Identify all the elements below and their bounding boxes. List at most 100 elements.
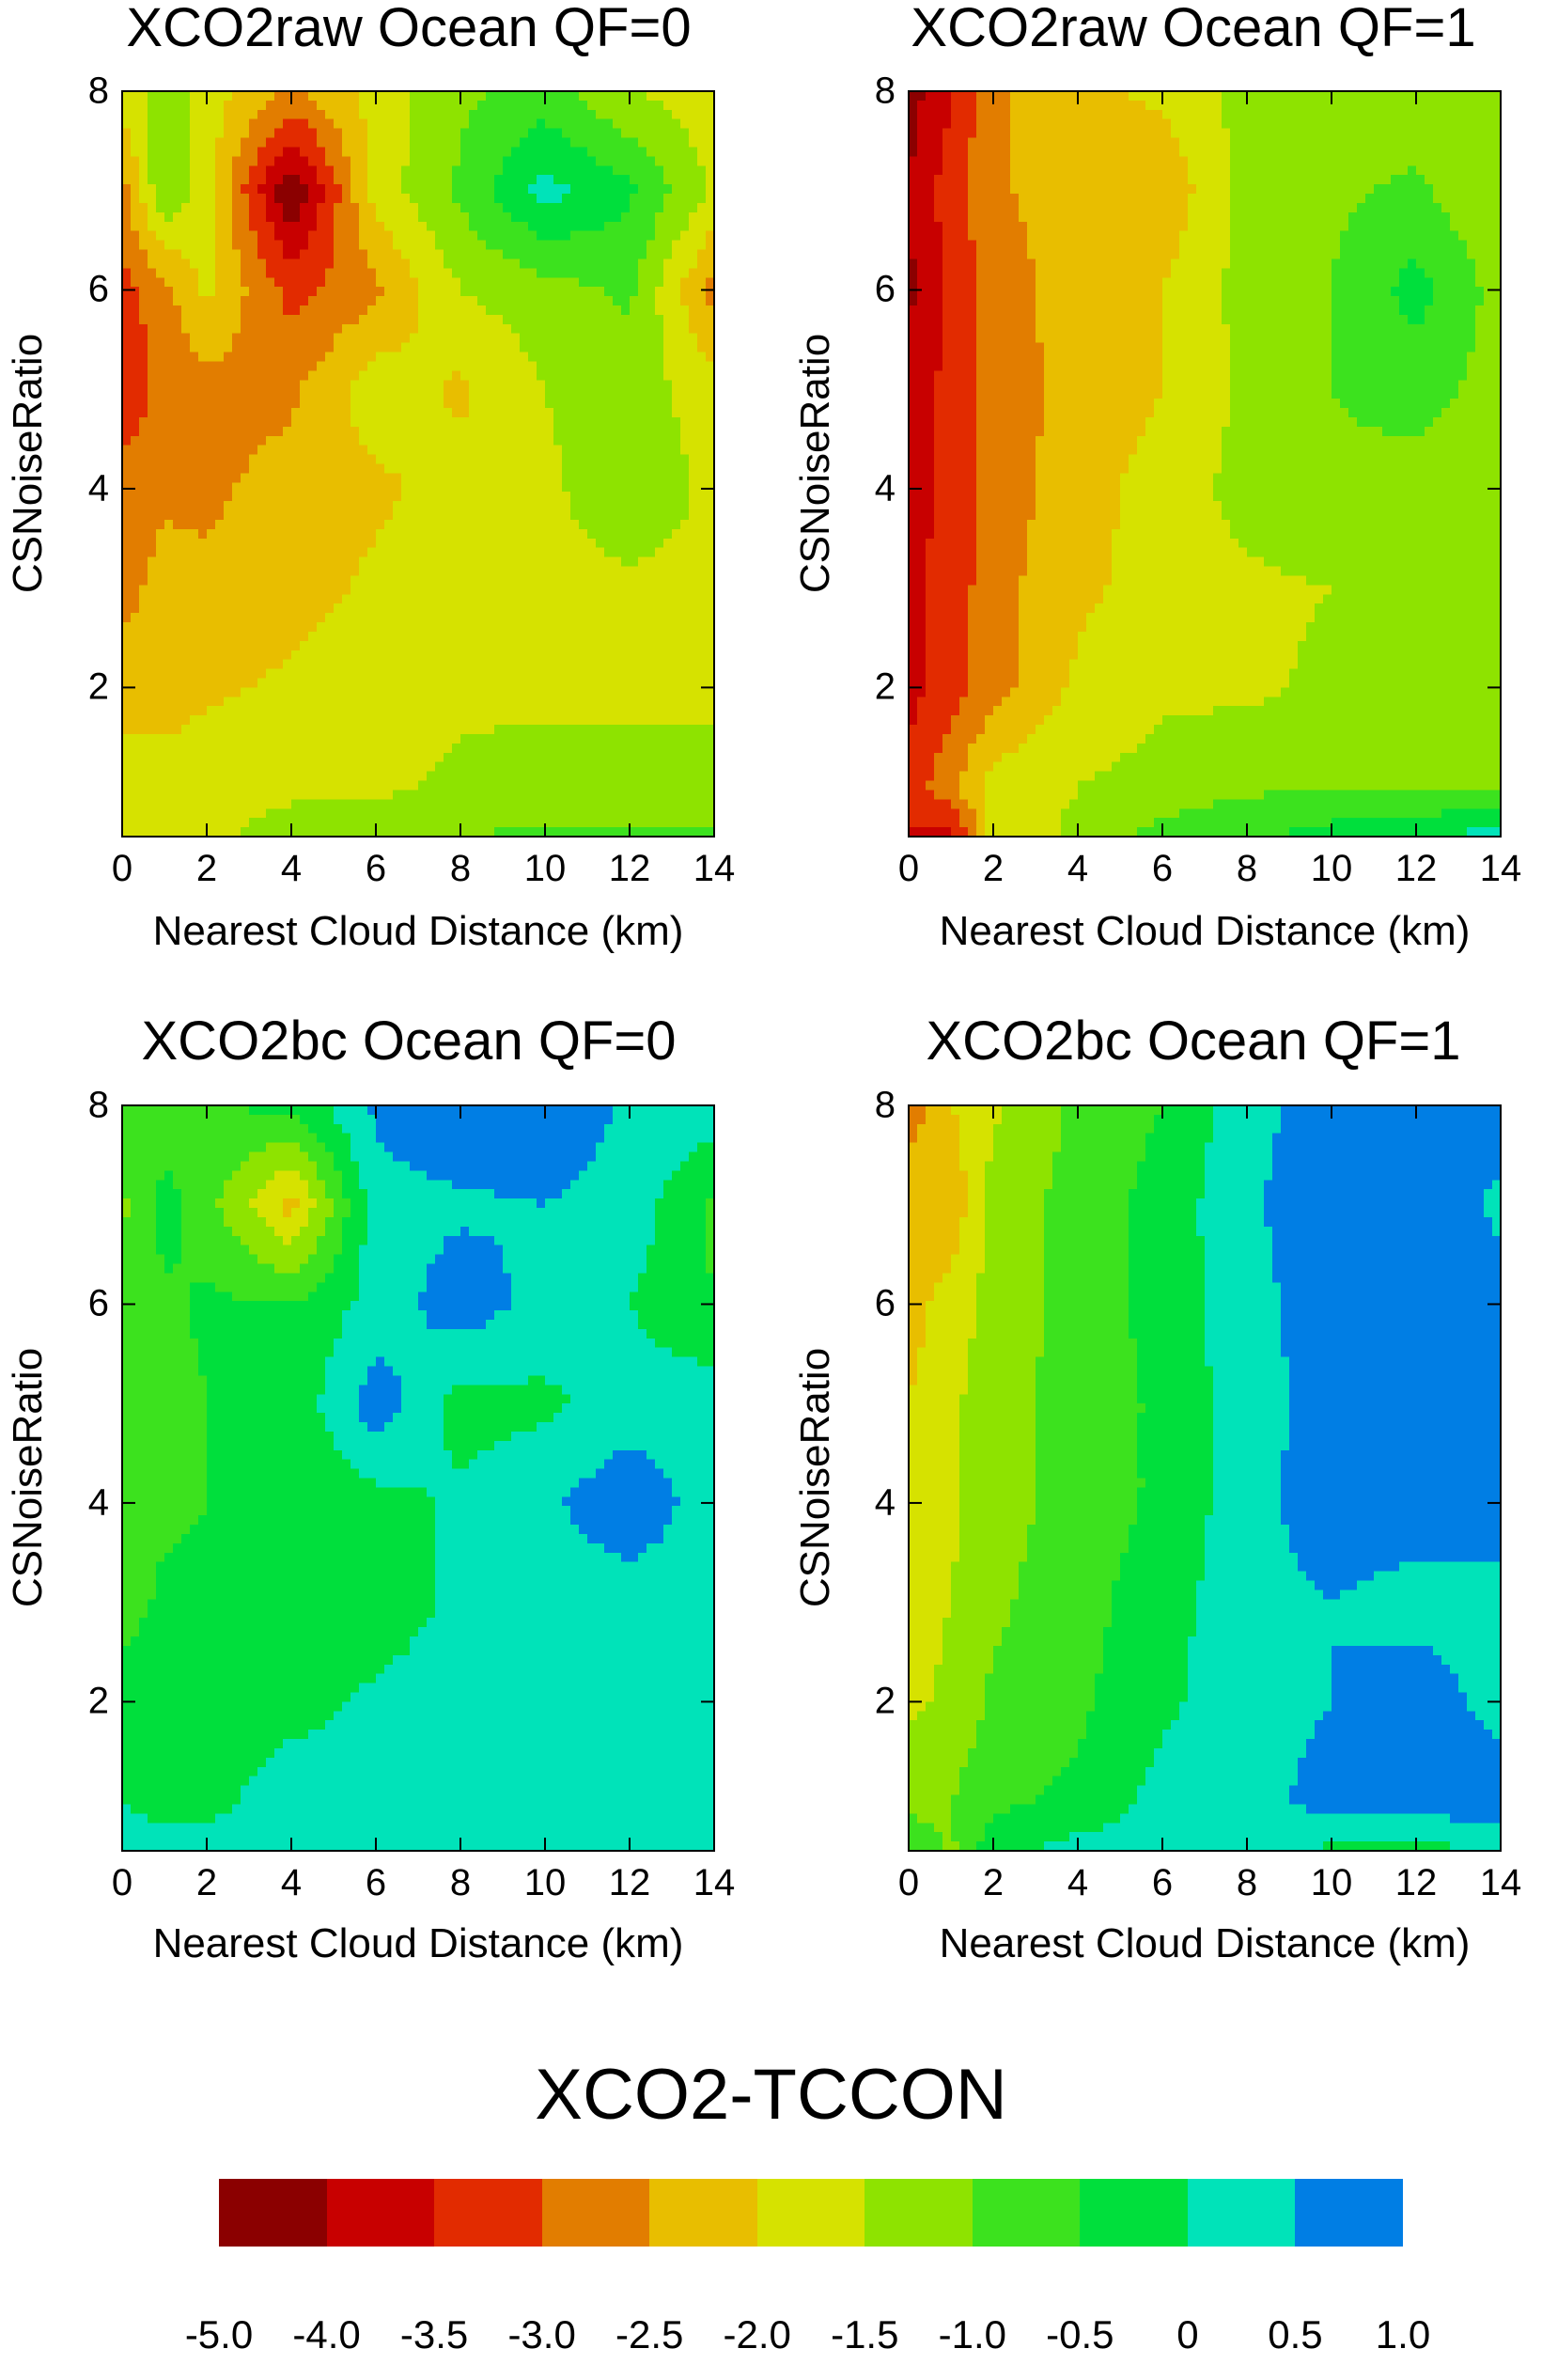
contour-cell (164, 277, 174, 288)
contour-cell (604, 706, 614, 716)
contour-cell (334, 668, 343, 680)
contour-cell (435, 640, 444, 651)
contour-cell (427, 426, 436, 437)
contour-cell (156, 118, 165, 130)
contour-cell (266, 435, 275, 446)
contour-cell (579, 268, 588, 278)
contour-cell (367, 492, 377, 502)
contour-cell (274, 137, 284, 149)
contour-cell (317, 258, 326, 269)
contour-cell (562, 109, 571, 120)
contour-cell (224, 416, 233, 428)
contour-cell (638, 137, 647, 149)
contour-cell (545, 128, 554, 139)
contour-cell (384, 492, 394, 502)
contour-cell (283, 91, 292, 102)
contour-cell (570, 659, 580, 670)
contour-cell (283, 426, 292, 437)
contour-cell (579, 473, 588, 483)
contour-cell (621, 147, 631, 157)
contour-cell (545, 184, 554, 195)
contour-cell (308, 613, 318, 623)
contour-cell (680, 426, 690, 437)
contour-cell (537, 547, 546, 558)
contour-cell (697, 556, 707, 568)
contour-cell (266, 743, 275, 754)
contour-cell (486, 100, 495, 111)
contour-cell (384, 240, 394, 251)
contour-cell (613, 333, 622, 344)
contour-cell (630, 659, 639, 670)
contour-cell (367, 697, 377, 707)
contour-cell (122, 668, 132, 680)
contour-cell (342, 268, 351, 278)
contour-cell (317, 575, 326, 586)
contour-cell (198, 202, 208, 213)
contour-cell (334, 603, 343, 614)
contour-cell (545, 137, 554, 149)
contour-cell (156, 482, 165, 493)
contour-cell (359, 370, 368, 381)
contour-cell (198, 528, 208, 540)
contour-cell (655, 249, 664, 260)
contour-cell (613, 323, 622, 335)
contour-cell (545, 519, 554, 530)
contour-cell (342, 305, 351, 316)
contour-cell (342, 408, 351, 418)
contour-cell (291, 556, 301, 568)
contour-cell (148, 426, 157, 437)
contour-cell (503, 594, 512, 604)
contour-cell (477, 668, 487, 680)
contour-cell (511, 650, 521, 661)
contour-cell (198, 156, 208, 166)
contour-cell (562, 640, 571, 651)
contour-cell (359, 473, 368, 483)
contour-cell (325, 585, 335, 595)
contour-cell (545, 454, 554, 465)
contour-cell (198, 473, 208, 483)
contour-cell (173, 323, 182, 335)
contour-cell (706, 473, 715, 483)
contour-cell (587, 230, 597, 242)
contour-cell (545, 697, 554, 707)
contour-cell (587, 594, 597, 604)
contour-cell (646, 361, 656, 371)
contour-cell (401, 352, 411, 363)
contour-cell (444, 463, 453, 475)
contour-cell (393, 631, 402, 642)
panel-1-title: XCO2raw Ocean QF=0 (66, 0, 752, 59)
contour-cell (342, 631, 351, 642)
contour-cell (359, 380, 368, 390)
contour-cell (663, 501, 673, 511)
contour-cell (241, 752, 250, 763)
contour-cell (410, 296, 419, 306)
contour-cell (596, 659, 605, 670)
contour-cell (579, 184, 588, 195)
contour-cell (579, 426, 588, 437)
contour-cell (334, 650, 343, 661)
contour-cell (181, 715, 191, 726)
contour-cell (579, 613, 588, 623)
contour-cell (418, 528, 428, 540)
contour-cell (317, 687, 326, 697)
contour-cell (241, 109, 250, 120)
contour-cell (596, 230, 605, 242)
contour-cell (427, 482, 436, 493)
contour-cell (596, 258, 605, 269)
contour-cell (376, 323, 385, 335)
contour-cell (697, 175, 707, 185)
contour-cell (689, 678, 698, 688)
contour-cell (537, 492, 546, 502)
contour-cell (444, 482, 453, 493)
contour-cell (232, 156, 241, 166)
contour-cell (224, 566, 233, 577)
contour-cell (587, 333, 597, 344)
contour-cell (241, 370, 250, 381)
contour-cell (342, 91, 351, 102)
contour-cell (148, 380, 157, 390)
contour-cell (359, 547, 368, 558)
contour-cell (232, 622, 241, 633)
contour-cell (570, 352, 580, 363)
contour-cell (537, 100, 546, 111)
contour-cell (181, 575, 191, 586)
